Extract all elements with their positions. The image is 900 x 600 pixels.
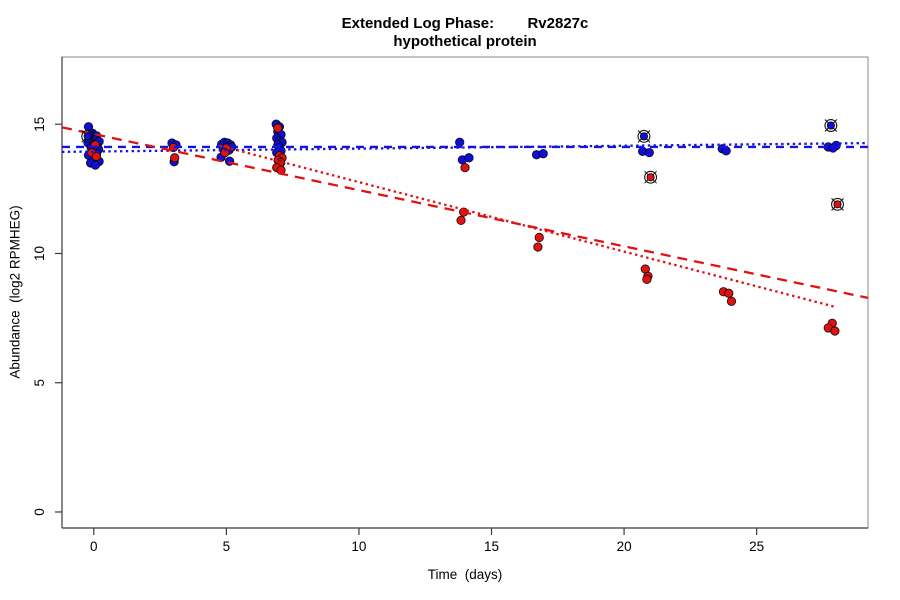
outlier-circle-mark [81,129,95,143]
outliers-circled-red-data-point [646,173,655,182]
x-tick-label: 20 [617,539,632,554]
condition-red-data-point [534,232,544,243]
condition-red-data-point [273,123,283,133]
y-tick-label: 0 [32,508,47,516]
condition-red-data-point [460,162,470,173]
condition-red-data-point [830,326,840,336]
x-axis-label: Time (days) [427,567,503,582]
outliers-circled-blue-data-point [639,132,648,141]
outlier-circle-mark [637,129,651,143]
blue-dotted-fit-trend-line [61,141,869,154]
y-tick-label: 10 [32,246,47,261]
x-tick-label: 25 [749,539,764,554]
condition-blue-data-point [90,160,101,170]
red-dotted-fit-trend-line [219,144,834,308]
condition-blue-data-point [464,153,474,163]
red-longdash-fit-trend-line [61,126,869,300]
x-tick-label: 15 [484,539,499,554]
condition-red-data-point [220,147,230,158]
y-tick-label: 5 [32,379,47,387]
condition-red-data-point [533,242,543,252]
outlier-circle-mark [831,197,844,211]
condition-red-data-point [642,274,652,284]
condition-red-data-point [170,153,180,163]
outliers-circled-blue-data-point [83,132,92,141]
x-tick-label: 0 [90,539,98,554]
outliers-circled-blue-data-point [826,121,835,130]
condition-red-data-point [726,296,737,306]
plot-border [61,56,869,529]
outlier-circle-mark [644,170,658,184]
chart-subtitle: hypothetical protein [393,33,537,50]
condition-red-data-point [724,288,734,298]
outlier-circle-mark [824,119,838,132]
x-tick-label: 10 [351,539,366,554]
chart-title: Extended Log Phase: Rv2827c [341,15,589,32]
condition-blue-data-point [538,149,548,159]
condition-red-data-point [91,151,102,162]
x-tick-label: 5 [223,539,231,554]
condition-blue-data-point [644,147,654,158]
condition-red-data-point [456,215,466,226]
condition-blue-data-point [455,137,465,147]
y-tick-label: 15 [32,117,47,132]
outliers-circled-red-data-point [833,200,842,209]
